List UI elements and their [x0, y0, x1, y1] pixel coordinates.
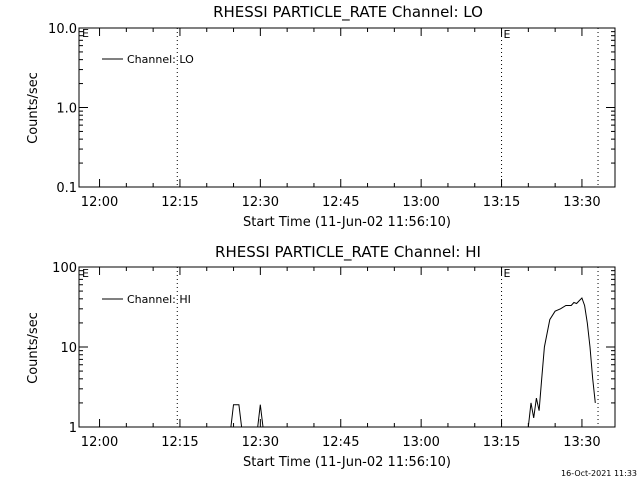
x-tick-label-lo: 13:15: [483, 195, 520, 210]
series-line-hi: [527, 297, 596, 428]
x-tick-label-hi: 12:45: [322, 435, 359, 450]
event-marker-label-lo: E: [504, 28, 511, 41]
panel-lo: RHESSI PARTICLE_RATE Channel: LO Counts/…: [26, 3, 616, 230]
plot-frame-hi: [78, 266, 616, 428]
y-tick-label-hi: 100: [52, 261, 77, 276]
chart-title-lo: RHESSI PARTICLE_RATE Channel: LO: [213, 3, 483, 22]
y-tick-label-lo: 1.0: [56, 102, 77, 117]
chart-title-hi: RHESSI PARTICLE_RATE Channel: HI: [215, 243, 481, 262]
corner-label-hi: E: [82, 267, 89, 280]
event-marker-label-hi: E: [504, 267, 511, 280]
legend-label-lo: Channel: LO: [127, 53, 194, 66]
y-axis-label-hi: Counts/sec: [26, 312, 41, 384]
x-tick-label-hi: 13:30: [563, 435, 600, 450]
timestamp: 16-Oct-2021 11:33: [561, 469, 637, 478]
legend-hi: Channel: HI: [102, 293, 191, 306]
x-tick-label-lo: 13:00: [402, 195, 439, 210]
y-tick-label-lo: 0.1: [56, 181, 77, 196]
x-tick-label-lo: 13:30: [563, 195, 600, 210]
x-tick-label-lo: 12:00: [81, 195, 118, 210]
x-tick-label-hi: 12:30: [242, 435, 279, 450]
x-tick-label-hi: 13:00: [402, 435, 439, 450]
y-tick-label-lo: 10.0: [48, 22, 77, 37]
x-axis-label-hi: Start Time (11-Jun-02 11:56:10): [243, 455, 451, 470]
x-tick-label-hi: 13:15: [483, 435, 520, 450]
legend-lo: Channel: LO: [102, 53, 194, 66]
y-tick-label-hi: 10: [60, 341, 77, 356]
x-tick-label-lo: 12:45: [322, 195, 359, 210]
panel-hi: RHESSI PARTICLE_RATE Channel: HI Counts/…: [26, 243, 616, 470]
series-line-hi: [257, 404, 264, 428]
y-axis-label-lo: Counts/sec: [26, 72, 41, 144]
legend-label-hi: Channel: HI: [127, 293, 191, 306]
x-tick-label-lo: 12:15: [161, 195, 198, 210]
series-line-hi: [230, 404, 243, 428]
plot-frame-lo: [78, 27, 616, 188]
x-tick-label-hi: 12:00: [81, 435, 118, 450]
corner-label-lo: E: [82, 27, 89, 40]
x-axis-label-lo: Start Time (11-Jun-02 11:56:10): [243, 215, 451, 230]
y-tick-label-hi: 1: [69, 421, 77, 436]
x-tick-label-hi: 12:15: [161, 435, 198, 450]
x-tick-label-lo: 12:30: [242, 195, 279, 210]
